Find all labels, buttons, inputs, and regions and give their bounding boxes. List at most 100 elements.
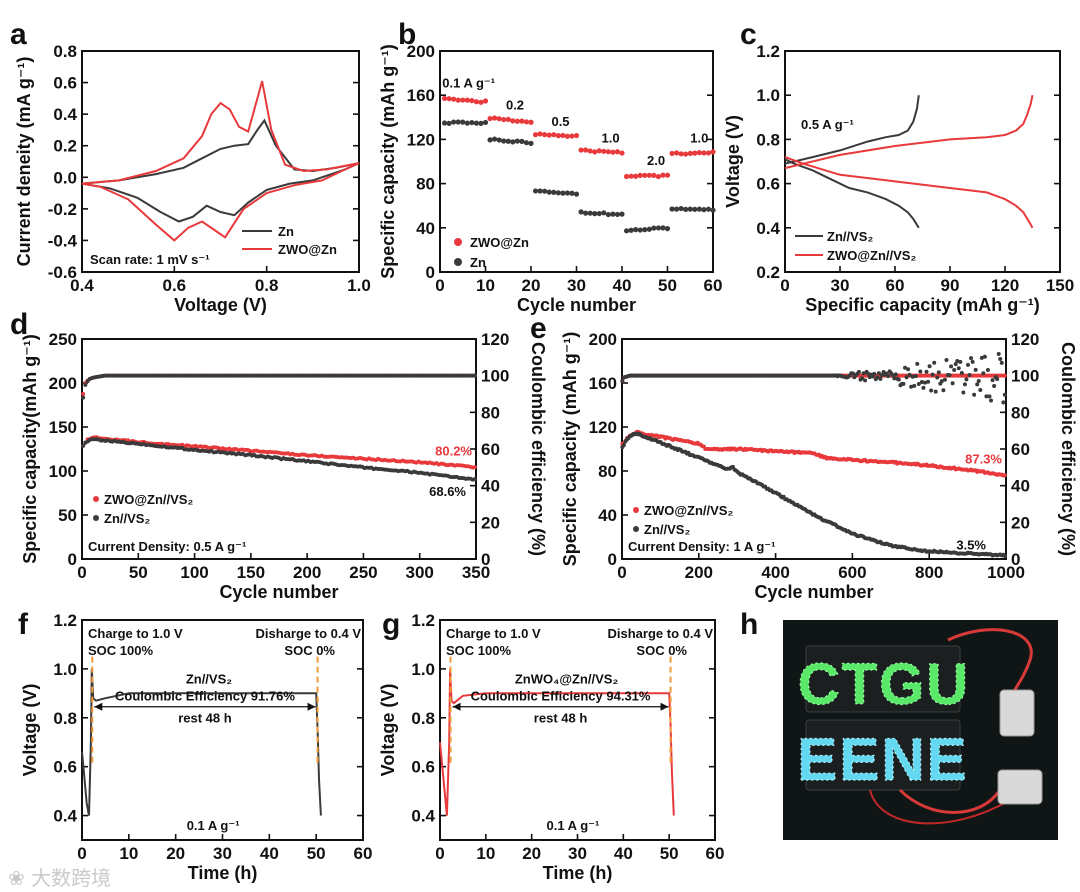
y-tick-label: 160 xyxy=(407,86,435,105)
capacity-point xyxy=(81,443,86,448)
data-point xyxy=(614,211,621,218)
panel-label-h: h xyxy=(740,608,758,641)
data-point xyxy=(701,207,707,213)
data-point xyxy=(492,136,498,142)
y-tick-label: 1.2 xyxy=(53,611,77,630)
x-tick-label: 150 xyxy=(237,563,265,582)
rate-label: 1.0 xyxy=(602,131,620,146)
led-board-bottom xyxy=(805,719,961,791)
data-point xyxy=(446,96,452,102)
x-tick-label: 40 xyxy=(614,844,633,863)
data-point xyxy=(601,210,607,216)
data-point xyxy=(683,151,689,157)
data-point xyxy=(523,140,530,146)
x-tick-label: 10 xyxy=(119,844,138,863)
y-tick-label: 1.0 xyxy=(756,86,780,105)
ce-point xyxy=(901,381,906,386)
y-right-tick-label: 0 xyxy=(481,550,490,569)
data-point xyxy=(587,148,593,154)
red-wire-3 xyxy=(869,789,1011,825)
ce-point xyxy=(872,371,877,376)
ce-label: Coulombic Efficiency 94.31% xyxy=(471,689,651,704)
data-point xyxy=(596,148,602,154)
ce-point xyxy=(924,369,929,374)
y-axis-label: Specific capacity (mAh g⁻¹) xyxy=(378,44,398,279)
y-tick-label: 200 xyxy=(589,330,617,349)
data-point xyxy=(592,211,598,217)
x-tick-label: 20 xyxy=(522,844,541,863)
x-tick-label: 50 xyxy=(307,844,326,863)
scan-rate-annotation: Scan rate: 1 mV s⁻¹ xyxy=(90,252,210,267)
data-point xyxy=(633,227,639,233)
ce-point xyxy=(886,374,891,379)
data-point xyxy=(651,225,657,231)
y-right-tick-label: 20 xyxy=(1011,513,1030,532)
data-point xyxy=(683,206,689,212)
x-tick-label: 10 xyxy=(476,276,495,295)
data-point xyxy=(646,226,652,232)
y-tick-label: 0.2 xyxy=(53,137,77,156)
arrow-head-right xyxy=(307,702,316,711)
data-point xyxy=(519,118,525,124)
ce-point xyxy=(961,390,966,395)
ce-point xyxy=(947,373,952,378)
y-right-tick-label: 80 xyxy=(481,403,500,422)
data-point xyxy=(528,140,534,147)
ce-point xyxy=(953,362,958,367)
legend-entry: Zn//VS₂ xyxy=(104,511,150,526)
ce-point xyxy=(985,368,990,373)
y-tick-label: 0.6 xyxy=(53,758,77,777)
ce-point xyxy=(944,358,949,363)
ce-point xyxy=(892,376,897,381)
ce-point xyxy=(83,382,88,387)
legend-marker xyxy=(454,258,462,266)
data-point xyxy=(505,138,511,144)
data-point xyxy=(660,225,666,231)
data-point xyxy=(664,226,671,232)
y-axis-label: Voltage (V) xyxy=(723,115,743,208)
x-tick-label: 0.4 xyxy=(70,276,94,295)
ce-point xyxy=(926,379,931,384)
data-point xyxy=(610,211,616,217)
capacity-point xyxy=(621,443,626,448)
ce-point xyxy=(878,376,883,381)
cell-name-label: Zn//VS₂ xyxy=(186,672,232,687)
ce-point xyxy=(893,372,898,377)
y-tick-label: 0.8 xyxy=(53,42,77,61)
ce-point xyxy=(950,381,955,386)
ce-point xyxy=(904,375,909,380)
data-point xyxy=(710,149,716,155)
y-right-tick-label: 40 xyxy=(1011,477,1030,496)
ce-point xyxy=(896,377,901,382)
ce-point xyxy=(982,354,987,359)
x-tick-label: 50 xyxy=(658,276,677,295)
retention-label-red: 87.3% xyxy=(965,451,1002,466)
x-tick-label: 0 xyxy=(77,563,86,582)
ce-point xyxy=(906,367,911,372)
ce-point xyxy=(941,388,946,393)
data-point xyxy=(469,98,475,104)
ce-point xyxy=(472,373,477,378)
y-tick-label: 0.8 xyxy=(53,709,77,728)
y-tick-label: 120 xyxy=(407,130,435,149)
data-point xyxy=(633,173,639,179)
panel-e: 0 200 400 600 800 100004080120160200020406080… xyxy=(530,312,1078,602)
ce-point xyxy=(930,372,935,377)
ce-point xyxy=(933,389,938,394)
data-point xyxy=(546,189,552,195)
x-tick-label: 60 xyxy=(706,844,725,863)
x-tick-label: 200 xyxy=(685,563,713,582)
data-point xyxy=(674,150,680,156)
ce-point xyxy=(910,374,915,379)
x-tick-label: 0 xyxy=(617,563,626,582)
led-text-bottom: EENE xyxy=(797,726,968,793)
panel-label-a: a xyxy=(10,18,27,51)
y-tick-label: 40 xyxy=(416,219,435,238)
y-tick-label: 1.2 xyxy=(756,42,780,61)
ce-point xyxy=(922,380,927,385)
current-density-annotation: Current Density: 1 A g⁻¹ xyxy=(628,539,775,554)
data-point xyxy=(460,97,466,103)
ce-point xyxy=(876,371,881,376)
ce-point xyxy=(939,379,944,384)
ce-point xyxy=(962,382,967,387)
